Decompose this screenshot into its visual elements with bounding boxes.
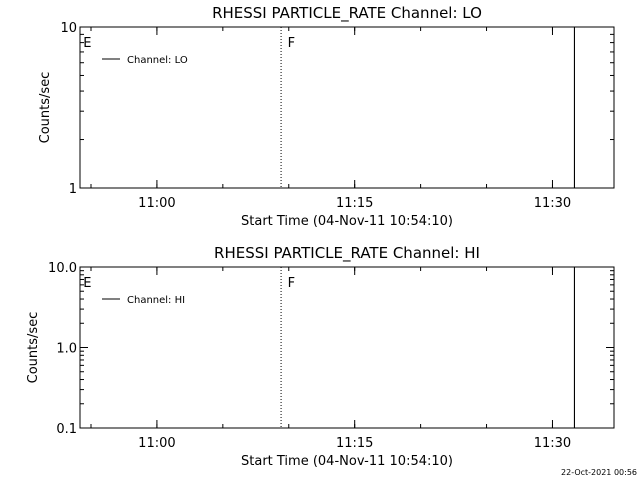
chart-title-1: RHESSI PARTICLE_RATE Channel: LO xyxy=(212,4,482,23)
y-axis-label-2: Counts/sec xyxy=(26,312,41,384)
y-tick-label: 10.0 xyxy=(48,261,77,276)
plot-frame-2 xyxy=(79,266,615,429)
y-tick-label: 10 xyxy=(60,21,77,36)
y-tick-label: 0.1 xyxy=(56,422,77,437)
x-axis-label-1: Start Time (04-Nov-11 10:54:10) xyxy=(241,214,453,229)
flag-label-e: E xyxy=(83,36,91,51)
flag-label-e: E xyxy=(83,276,91,291)
y-tick-label: 1 xyxy=(69,182,77,197)
x-tick-label: 11:30 xyxy=(534,196,571,211)
y-axis-label-1: Counts/sec xyxy=(38,72,53,144)
x-tick-label: 11:00 xyxy=(138,196,175,211)
x-tick-label: 11:30 xyxy=(534,436,571,451)
plot-frame-1 xyxy=(79,26,615,189)
legend-label-1: Channel: LO xyxy=(127,55,188,66)
y-tick-label: 1.0 xyxy=(56,342,77,357)
x-tick-label: 11:15 xyxy=(336,436,373,451)
footer-timestamp: 22-Oct-2021 00:56 xyxy=(561,468,637,477)
flag-label-f: F xyxy=(288,36,295,51)
x-tick-label: 11:00 xyxy=(138,436,175,451)
x-axis-label-2: Start Time (04-Nov-11 10:54:10) xyxy=(241,454,453,469)
flag-label-f: F xyxy=(288,276,295,291)
x-tick-label: 11:15 xyxy=(336,196,373,211)
legend-label-2: Channel: HI xyxy=(127,295,185,306)
chart-title-2: RHESSI PARTICLE_RATE Channel: HI xyxy=(214,244,480,263)
